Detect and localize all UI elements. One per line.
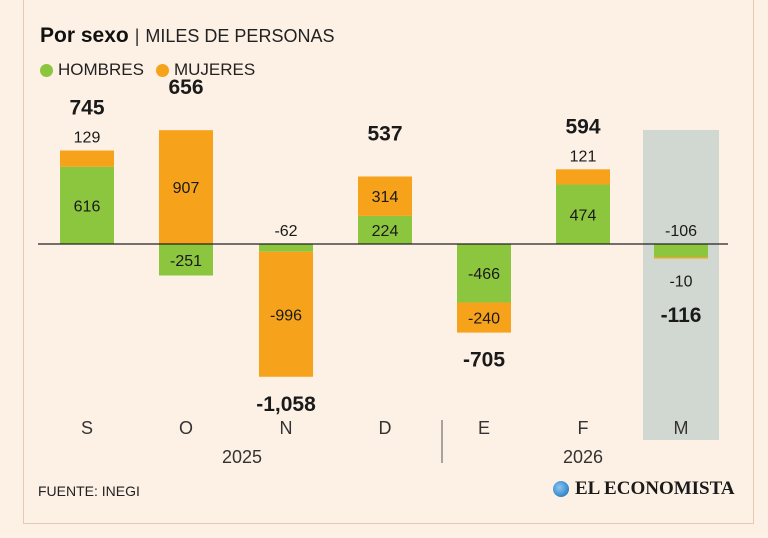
bar-mujeres-o bbox=[159, 130, 213, 244]
brand-logo-icon bbox=[553, 481, 569, 497]
bar-hombres-e bbox=[457, 244, 511, 303]
highlight-band-m bbox=[643, 130, 719, 440]
label-mujeres-d: 314 bbox=[372, 189, 399, 206]
bar-hombres-o bbox=[159, 244, 213, 276]
bar-hombres-n bbox=[259, 244, 313, 252]
bar-mujeres-f bbox=[556, 169, 610, 185]
year-label-2025: 2025 bbox=[222, 447, 262, 467]
source-note: FUENTE: INEGI bbox=[38, 483, 140, 499]
category-label-m: M bbox=[674, 418, 689, 438]
bar-hombres-s bbox=[60, 166, 114, 244]
legend-label-mujeres: MUJERES bbox=[173, 60, 256, 79]
title-subtitle: MILES DE PERSONAS bbox=[145, 26, 335, 46]
total-label-n: -1,058 bbox=[256, 393, 316, 416]
frame-bottom-line bbox=[23, 523, 754, 524]
title-separator: | bbox=[134, 26, 140, 46]
label-mujeres-n: -996 bbox=[270, 307, 302, 324]
label-hombres-s: 616 bbox=[74, 198, 101, 215]
total-label-f: 594 bbox=[565, 115, 600, 138]
total-label-m: -116 bbox=[661, 304, 702, 327]
label-mujeres-f: 121 bbox=[570, 148, 597, 165]
chart-title: Por sexo | MILES DE PERSONAS bbox=[40, 24, 334, 48]
legend-swatch-mujeres bbox=[155, 63, 169, 77]
bar-mujeres-d bbox=[358, 176, 412, 216]
legend: HOMBRES MUJERES bbox=[40, 60, 267, 80]
legend-item-mujeres: MUJERES bbox=[155, 60, 256, 80]
category-label-e: E bbox=[478, 418, 490, 438]
label-hombres-o: -251 bbox=[170, 253, 202, 270]
legend-item-hombres: HOMBRES bbox=[40, 60, 144, 80]
total-label-o: 656 bbox=[168, 76, 203, 99]
total-label-e: -705 bbox=[463, 349, 505, 372]
title-main: Por sexo bbox=[40, 24, 129, 47]
category-label-s: S bbox=[81, 418, 93, 438]
bar-hombres-d bbox=[358, 215, 412, 244]
label-mujeres-m: -10 bbox=[669, 274, 692, 291]
frame-right-line bbox=[753, 0, 754, 524]
bar-mujeres-n bbox=[259, 251, 313, 377]
bar-mujeres-e bbox=[457, 302, 511, 333]
label-mujeres-s: 129 bbox=[74, 130, 101, 147]
legend-swatch-hombres bbox=[40, 63, 53, 77]
label-mujeres-o: 907 bbox=[173, 180, 200, 197]
category-label-d: D bbox=[379, 418, 392, 438]
category-label-n: N bbox=[280, 418, 293, 438]
label-hombres-e: -466 bbox=[468, 266, 500, 283]
label-hombres-m: -106 bbox=[665, 223, 697, 240]
bar-mujeres-s bbox=[60, 150, 114, 167]
label-mujeres-e: -240 bbox=[468, 311, 500, 328]
label-hombres-n: -62 bbox=[274, 223, 297, 240]
brand: EL ECONOMISTA bbox=[553, 478, 735, 500]
year-label-2026: 2026 bbox=[563, 447, 603, 467]
frame-left-line bbox=[23, 0, 24, 524]
label-hombres-f: 474 bbox=[570, 207, 597, 224]
total-label-d: 537 bbox=[367, 122, 402, 145]
brand-name: EL ECONOMISTA bbox=[575, 478, 735, 499]
category-label-o: O bbox=[179, 418, 193, 438]
label-hombres-d: 224 bbox=[372, 223, 399, 240]
legend-label-hombres: HOMBRES bbox=[58, 60, 144, 79]
bar-hombres-m bbox=[654, 244, 708, 258]
total-label-s: 745 bbox=[69, 97, 104, 120]
category-label-f: F bbox=[578, 418, 589, 438]
bar-mujeres-m bbox=[654, 257, 708, 259]
bar-hombres-f bbox=[556, 184, 610, 244]
